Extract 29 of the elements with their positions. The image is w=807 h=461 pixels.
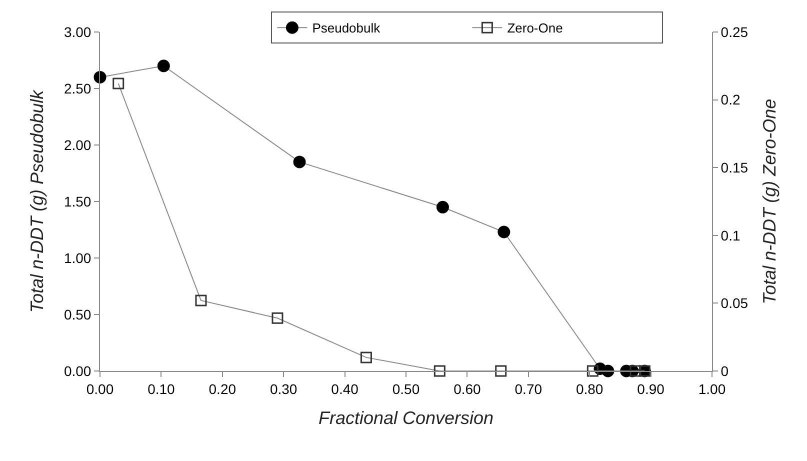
y-tick-label: 1.50 (64, 193, 92, 210)
y-tick-label: 0.50 (64, 306, 92, 322)
x-tick-label: 0.70 (514, 380, 542, 397)
x-tick-label: 0.00 (86, 380, 114, 397)
x-tick-label: 0.80 (576, 380, 604, 397)
x-tick-label: 0.40 (331, 380, 359, 397)
x-axis-title: Fractional Conversion (318, 408, 494, 428)
x-tick-label: 0.90 (637, 380, 665, 397)
x-tick-label: 0.50 (392, 380, 420, 397)
y2-axis-title: Total n-DDT (g) Zero-One (759, 98, 780, 304)
y2-tick-label: 0.15 (720, 160, 748, 176)
legend-label: Pseudobulk (312, 20, 381, 36)
y2-tick-label: 0.2 (720, 92, 740, 108)
y-tick-label: 3.00 (64, 24, 92, 40)
y-tick-label: 0.00 (64, 362, 92, 379)
y-tick-label: 2.00 (64, 136, 92, 153)
y-tick-label: 1.00 (64, 250, 92, 266)
y2-tick-label: 0.1 (720, 227, 740, 244)
y2-tick-label: 0.25 (720, 24, 748, 40)
y2-tick-label: 0.05 (720, 295, 748, 312)
legend-label: Zero-One (507, 20, 563, 36)
x-tick-label: 0.20 (208, 380, 236, 397)
x-tick-label: 0.30 (270, 380, 298, 397)
x-tick-label: 0.10 (148, 380, 176, 397)
y-axis-title: Total n-DDT (g) Pseudobulk (27, 89, 48, 313)
x-tick-label: 0.60 (454, 380, 482, 397)
y2-tick-label: 0 (720, 362, 729, 379)
x-tick-label: 1.00 (698, 380, 726, 397)
y-tick-label: 2.50 (64, 80, 92, 96)
